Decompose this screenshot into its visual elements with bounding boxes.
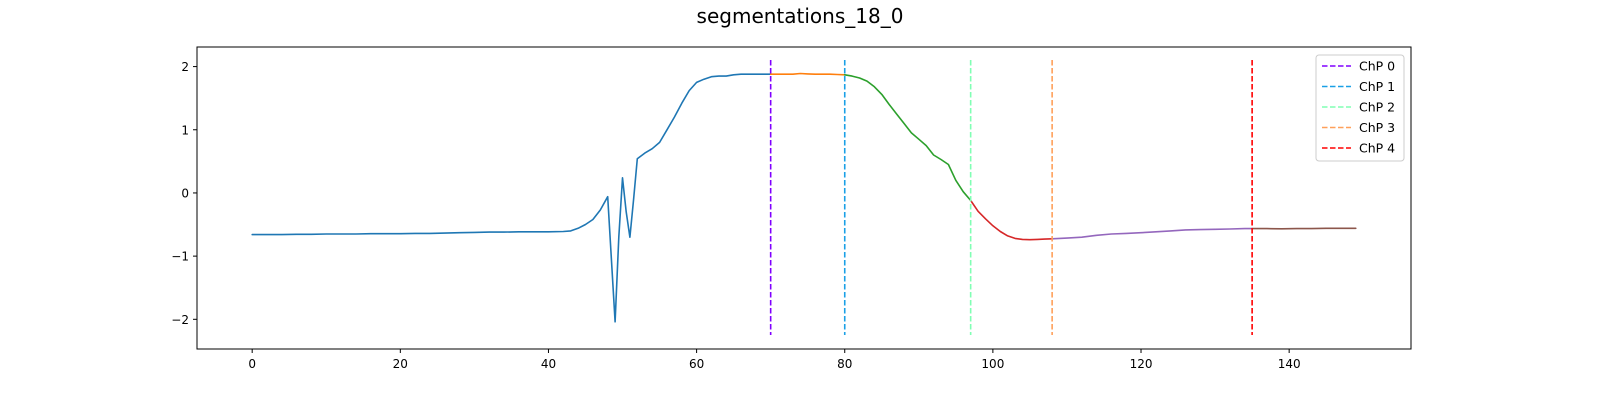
plot-frame bbox=[196, 46, 1412, 350]
y-tick-label-1: −1 bbox=[171, 250, 189, 264]
series-line-0 bbox=[251, 73, 772, 323]
x-tick-label-0: 0 bbox=[248, 357, 256, 371]
legend: ChP 0 ChP 1 ChP 2 ChP 3 ChP 4 bbox=[1315, 54, 1405, 162]
series-line-2 bbox=[843, 74, 972, 202]
series-line-4 bbox=[1051, 227, 1253, 240]
y-tick-label-3: 1 bbox=[181, 123, 189, 137]
x-tick-label-4: 80 bbox=[837, 357, 852, 371]
x-tick-label-2: 40 bbox=[541, 357, 556, 371]
x-tick-label-7: 140 bbox=[1278, 357, 1301, 371]
series-line-3 bbox=[969, 199, 1053, 241]
x-tick-label-1: 20 bbox=[393, 357, 408, 371]
chart-title: segmentations_18_0 bbox=[696, 4, 904, 28]
x-axis: 0 20 40 60 80 100 120 140 bbox=[248, 349, 1301, 371]
plot-area bbox=[196, 46, 1412, 350]
y-axis: −2 −1 0 1 2 bbox=[171, 60, 197, 327]
y-tick-label-0: −2 bbox=[171, 313, 189, 327]
legend-label-4: ChP 4 bbox=[1359, 141, 1395, 156]
x-tick-label-5: 100 bbox=[981, 357, 1004, 371]
legend-label-2: ChP 2 bbox=[1359, 100, 1395, 115]
y-tick-label-4: 2 bbox=[181, 60, 189, 74]
legend-label-0: ChP 0 bbox=[1359, 59, 1395, 74]
legend-label-3: ChP 3 bbox=[1359, 120, 1395, 135]
y-tick-label-2: 0 bbox=[181, 186, 189, 200]
series-line-5 bbox=[1251, 227, 1357, 230]
x-tick-label-3: 60 bbox=[689, 357, 704, 371]
x-tick-label-6: 120 bbox=[1130, 357, 1153, 371]
legend-box bbox=[1315, 54, 1405, 162]
legend-label-1: ChP 1 bbox=[1359, 79, 1395, 94]
series-line-1 bbox=[769, 72, 846, 76]
